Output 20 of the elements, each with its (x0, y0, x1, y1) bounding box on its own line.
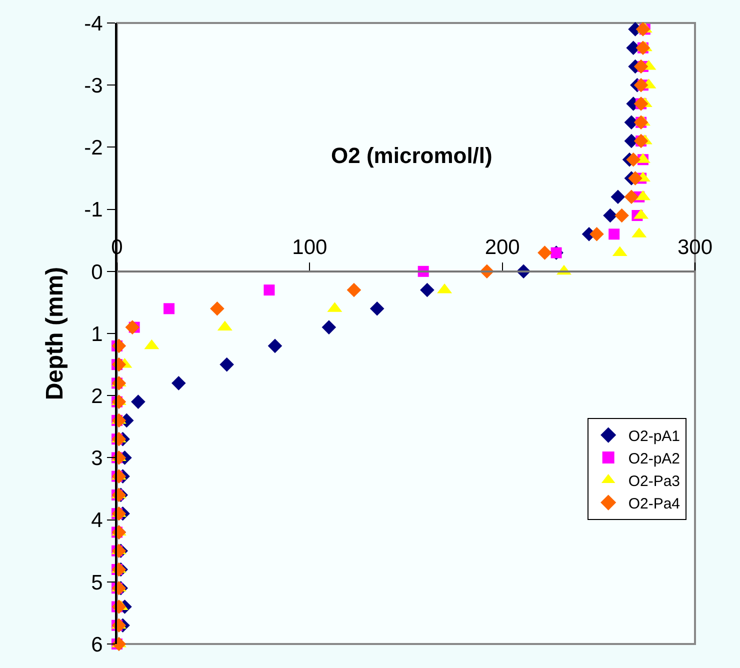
legend-label: O2-pA2 (628, 450, 680, 468)
y-tick-label: 5 (91, 571, 103, 594)
y-tick-label: 4 (91, 509, 104, 532)
x-tick-label: 300 (677, 236, 713, 259)
y-tick-label: 0 (91, 260, 103, 284)
y-tick-label: 6 (91, 633, 103, 656)
y-axis-title: Depth (mm) (42, 266, 69, 400)
y-tick-label: 3 (91, 447, 103, 470)
y-tick-label: -3 (84, 74, 103, 98)
x-axis-title: O2 (micromol/l) (331, 143, 492, 168)
x-tick-label: 200 (484, 236, 520, 259)
x-tick-label: 100 (292, 236, 328, 259)
legend-label: O2-pA1 (628, 428, 680, 445)
legend-label: O2-Pa4 (628, 495, 680, 512)
y-tick-label: 2 (91, 384, 103, 408)
y-tick-label: -2 (84, 136, 103, 160)
y-tick-label: -4 (84, 12, 104, 36)
y-tick-label: 1 (91, 322, 103, 346)
y-tick-label: -1 (84, 198, 103, 222)
legend-label: O2-Pa3 (628, 472, 680, 490)
